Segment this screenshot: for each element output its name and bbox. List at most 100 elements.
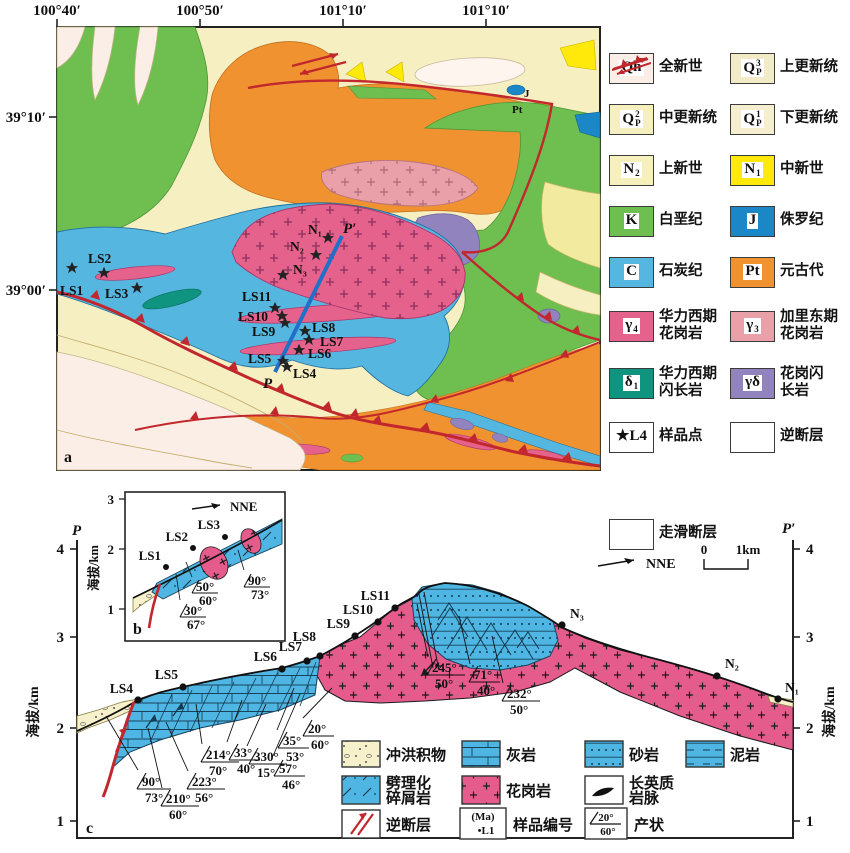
fault-north: [247, 79, 601, 342]
map-label-ls6: LS6: [308, 346, 332, 361]
svg-text:214°: 214°: [206, 747, 231, 762]
svg-text:73°: 73°: [251, 587, 269, 602]
b-label-ls1: LS1: [139, 548, 161, 563]
map-label-p-prime: P′: [343, 221, 356, 237]
c-left-tick-4: 4: [57, 542, 65, 558]
legend-swatch-gd: γδ: [730, 367, 775, 399]
c-left-tick-2: 2: [57, 721, 65, 737]
map-region-cretaceous: [56, 26, 209, 241]
svg-text:56°: 56°: [195, 790, 213, 805]
legend-item-gd: γδ 花岗闪 长岩: [730, 362, 850, 404]
map-tick-lon2: 100°50′: [176, 3, 224, 19]
svg-text:57°: 57°: [279, 761, 297, 776]
xsec-thrust-fault: [101, 701, 136, 798]
strike-slip-fault-symbol: [291, 52, 347, 76]
c-left-tick-1: 1: [57, 814, 65, 830]
b-nne-label: NNE: [230, 499, 257, 514]
map-axis-ticks: [49, 19, 487, 291]
c-right-tick-4: 4: [806, 542, 814, 558]
c-label-ls9: LS9: [327, 616, 351, 631]
legend-c-label-cleaved-2: 碎屑岩: [386, 789, 431, 807]
map-label-ls7: LS7: [320, 334, 344, 349]
c-label-ls4: LS4: [110, 681, 134, 696]
svg-text:40°: 40°: [237, 761, 255, 776]
legend-c-label-sandstone: 砂岩: [629, 746, 659, 764]
legend-c-label-granite: 花岗岩: [506, 782, 551, 800]
legend-item-c: C 石炭纪: [609, 254, 730, 290]
svg-text:60°: 60°: [169, 807, 187, 822]
map-region-diorite: [142, 288, 202, 310]
legend-item-thrust-fault: 逆断层: [611, 55, 850, 455]
map-label-ls11: LS11: [242, 289, 272, 304]
attitude-dip: 60°: [600, 826, 615, 838]
b-nne-arrow-icon: [211, 503, 220, 509]
map-tick-lon1: 100°40′: [33, 3, 81, 19]
c-label-ls10: LS10: [343, 602, 373, 617]
legend-c-label-limestone: 灰岩: [506, 746, 536, 764]
attitude-strike: 20°: [598, 812, 613, 824]
measurement-leader-lines: [105, 603, 504, 789]
map-label-ls8: LS8: [312, 320, 336, 335]
map-tick-lon3: 101°10′: [319, 3, 367, 19]
sample-number-l1: •L1: [478, 825, 495, 837]
legend-swatch-j: J: [730, 205, 775, 237]
legend-c-swatch-alluvium: [341, 740, 381, 768]
legend-item-j: J 侏罗纪: [730, 203, 850, 239]
map-region-jurassic: [506, 84, 601, 139]
svg-text:15°: 15°: [257, 765, 275, 780]
thrust-fault-icon: [611, 55, 775, 453]
cross-section-panel-c: 4 3 2 1 4 3 2 1 海拔/km 海拔/km P P′ c: [25, 491, 838, 840]
c-label-ls11: LS11: [361, 588, 391, 603]
legend-swatch-pt: Pt: [730, 256, 775, 288]
c-left-tick-3: 3: [57, 630, 65, 646]
svg-text:50°: 50°: [196, 579, 214, 594]
section-axes: 4 3 2 1 4 3 2 1 海拔/km 海拔/km P P′ c: [25, 521, 838, 839]
c-label-p-prime: P′: [782, 521, 795, 537]
legend-c-swatch-thrust: [341, 809, 381, 839]
svg-text:70°: 70°: [209, 763, 227, 778]
b-surface-line: [132, 519, 283, 599]
panel-c-label: c: [86, 820, 93, 837]
legend-c-label-attitude: 产状: [634, 816, 665, 834]
map-label-ls4: LS4: [293, 366, 317, 381]
map-region-cretaceous-east: [411, 101, 601, 401]
scale-bar: 0 1km: [701, 542, 760, 570]
legend-c-swatch-sample-number: (Ma) •L1: [459, 807, 507, 840]
section-legend: 冲洪积物 灰岩 砂岩 泥岩 劈理化 碎屑岩 花岗岩 长英质 岩脉 逆断层 (Ma…: [341, 740, 760, 840]
map-green-sliver: [347, 85, 437, 100]
svg-text:33°: 33°: [234, 745, 252, 760]
legend-c-swatch-granite: [461, 775, 501, 805]
map-region-caledonian-granite: [321, 160, 479, 207]
legend-c-label-felsic-2: 岩脉: [628, 789, 660, 807]
map-label-p: P: [263, 376, 273, 392]
xsec-surface-line: [76, 582, 794, 732]
map-region-holocene-sw: [56, 334, 306, 471]
c-label-ls8: LS8: [293, 629, 317, 644]
nne-arrow-icon: [624, 558, 634, 564]
legend-c-swatch-felsic-dike: [584, 775, 624, 805]
geologic-map-panel-a: LS1 LS2 LS3 LS4 LS5 LS6 LS7 LS8 LS9 LS10…: [6, 3, 601, 471]
legend-c-label-felsic-1: 长英质: [629, 774, 674, 792]
b-compass: NNE: [191, 499, 257, 514]
map-label-ls1: LS1: [60, 283, 84, 298]
b-elev-label: 海拔/km: [86, 544, 101, 590]
svg-text:330°: 330°: [254, 749, 279, 764]
map-label-j-unit: J: [524, 88, 530, 100]
c-label-n3: N₃: [570, 606, 584, 621]
legend-c-swatch-mudstone: [685, 740, 725, 768]
b-thrust-fault: [147, 583, 162, 629]
c-label-ls6: LS6: [254, 649, 278, 664]
inset-panel-b: 3 2 1 海拔/km LS1 LS2 LS3 50°60° 30°67° 90…: [86, 491, 286, 642]
svg-text:60°: 60°: [199, 593, 217, 608]
b-measurements: 50°60° 30°67° 90°73°: [179, 573, 270, 632]
legend-swatch-k: K: [609, 205, 654, 237]
thrust-fault-band-top: [134, 341, 601, 431]
